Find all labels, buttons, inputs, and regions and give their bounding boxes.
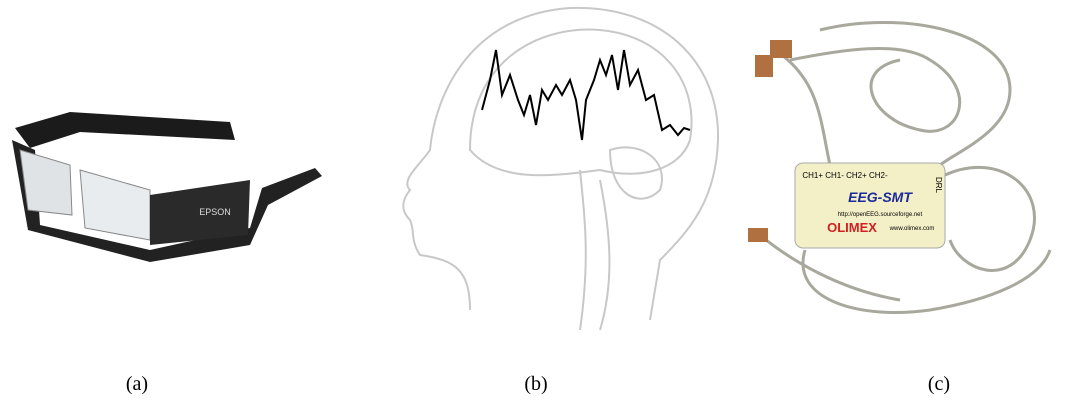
- head-image: [402, 6, 720, 331]
- electrode: [755, 55, 773, 77]
- url-label: www.olimex.com: [889, 226, 935, 232]
- caption: (c): [928, 373, 950, 395]
- cable: [774, 48, 832, 166]
- glasses-arm: [150, 180, 250, 245]
- head-outline: [402, 6, 720, 321]
- cable: [759, 233, 901, 302]
- brain-outline: [468, 28, 693, 177]
- electrode: [770, 40, 792, 58]
- channel-labels: CH1+ CH1- CH2+ CH2-: [802, 171, 888, 180]
- cerebellum: [608, 146, 663, 200]
- brand-label: OLIMEX: [827, 220, 877, 235]
- drl-label: DRL: [934, 177, 943, 194]
- glasses-lens: [79, 169, 151, 241]
- spine: [579, 169, 611, 331]
- cable: [789, 47, 961, 133]
- electrode: [748, 228, 768, 242]
- device-name: EEG-SMT: [848, 189, 913, 205]
- caption: (a): [126, 373, 148, 395]
- device-box: [794, 162, 946, 249]
- eeg-trace: [481, 49, 691, 141]
- url-label: http://openEEG.sourceforge.net: [838, 212, 923, 218]
- brand-label: EPSON: [199, 207, 231, 217]
- cables: [759, 21, 1052, 314]
- cable: [801, 249, 1052, 314]
- cable: [944, 165, 1036, 272]
- glasses-top: [15, 112, 235, 148]
- glasses-lens: [19, 149, 73, 216]
- caption: (b): [524, 373, 547, 395]
- glasses-image: EPSON: [12, 112, 322, 262]
- cable: [819, 21, 1012, 167]
